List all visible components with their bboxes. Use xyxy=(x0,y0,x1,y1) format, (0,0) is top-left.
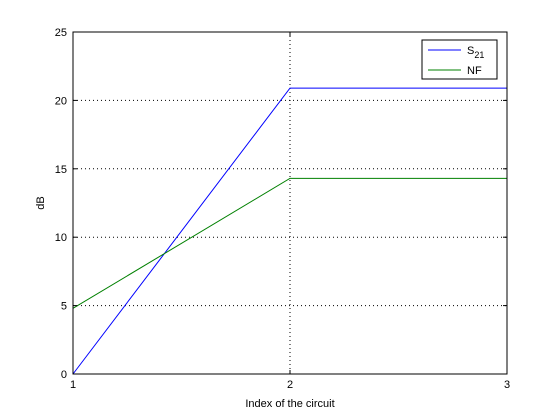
series-line-1 xyxy=(72,87,507,375)
y-tick-label: 5 xyxy=(61,301,67,313)
axis-ticks: 1 2 3 0 5 10 15 20 25 xyxy=(55,27,510,391)
legend-name: NF xyxy=(467,65,482,77)
x-tick-label: 3 xyxy=(504,379,510,391)
y-axis-label: dB xyxy=(35,196,47,209)
grid-lines xyxy=(73,32,507,374)
series-layer xyxy=(72,87,507,375)
y-tick-label: 25 xyxy=(55,27,67,39)
legend-name: S xyxy=(467,45,474,57)
legend-subscript: 21 xyxy=(474,50,484,60)
x-tick-label: 1 xyxy=(70,379,76,391)
y-tick-label: 20 xyxy=(55,95,67,107)
legend-box xyxy=(421,39,498,80)
legend-label-2: NF xyxy=(467,65,482,77)
legend-label-1: S21 xyxy=(467,45,484,60)
y-tick-label: 0 xyxy=(61,369,67,381)
y-tick-label: 15 xyxy=(55,164,67,176)
x-axis-label: Index of the circuit xyxy=(245,398,334,410)
y-tick-label: 10 xyxy=(55,232,67,244)
series-line-2 xyxy=(72,177,507,309)
x-tick-label: 2 xyxy=(287,379,293,391)
legend: S21 NF xyxy=(421,39,498,80)
